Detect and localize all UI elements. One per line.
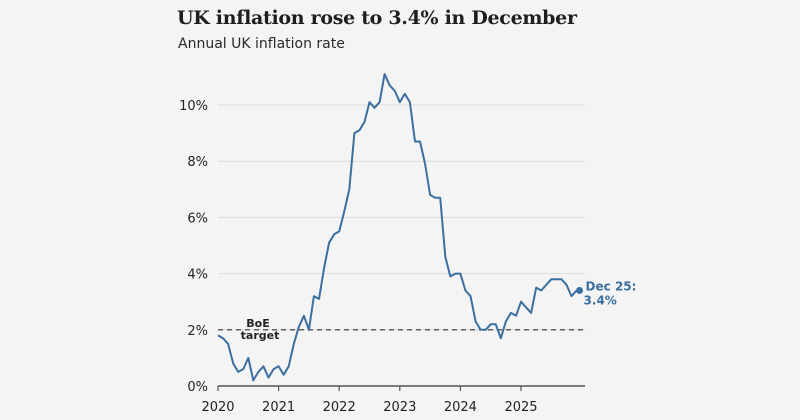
end-label-line2: 3.4% (584, 293, 617, 307)
y-tick-label: 0% (187, 380, 208, 395)
y-tick-label: 8% (187, 155, 208, 170)
chart-subtitle: Annual UK inflation rate (178, 36, 345, 52)
series-line (217, 73, 578, 382)
end-label-line1: Dec 25: (586, 279, 637, 293)
x-tick-label: 2023 (383, 400, 416, 415)
y-tick-label: 2% (187, 324, 208, 339)
boe-label-line2: target (241, 329, 280, 342)
x-tick-label: 2020 (201, 400, 234, 415)
y-tick-label: 4% (187, 268, 208, 283)
x-tick-label: 2024 (444, 400, 477, 415)
x-tick-label: 2021 (262, 400, 295, 415)
y-tick-label: 6% (187, 211, 208, 226)
x-tick-label: 2025 (504, 400, 537, 415)
end-point-marker (576, 286, 584, 294)
boe-label-line1: BoE (246, 317, 269, 330)
y-tick-label: 10% (179, 99, 208, 114)
chart-title: UK inflation rose to 3.4% in December (177, 7, 577, 29)
x-tick-label: 2022 (323, 400, 356, 415)
